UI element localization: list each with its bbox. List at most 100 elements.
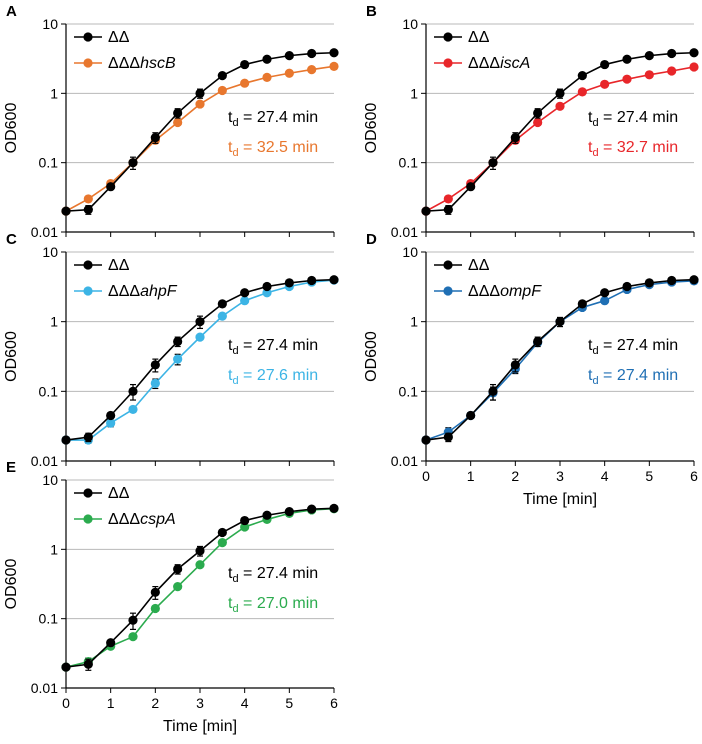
data-point xyxy=(83,194,93,204)
doubling-time: td = 27.4 min xyxy=(228,109,318,129)
series-wt xyxy=(61,503,339,672)
data-point xyxy=(173,564,183,574)
data-point xyxy=(83,205,93,215)
panel-letter: D xyxy=(366,231,377,248)
td-symbol: t xyxy=(588,367,593,384)
data-point xyxy=(195,88,205,98)
legend-marker xyxy=(83,286,93,296)
y-tick-label: 0.01 xyxy=(391,224,418,240)
data-point xyxy=(106,638,116,648)
td-symbol: t xyxy=(588,109,593,126)
data-point xyxy=(555,88,565,98)
data-point xyxy=(510,132,520,143)
x-tick-label: 5 xyxy=(285,695,293,711)
y-tick-label: 10 xyxy=(42,472,58,488)
td-subscript: d xyxy=(592,117,598,129)
x-axis-label: Time [min] xyxy=(523,491,597,508)
y-tick-label: 0.1 xyxy=(39,383,59,399)
data-point xyxy=(284,51,294,61)
y-tick-label: 0.1 xyxy=(399,155,419,171)
legend-marker xyxy=(443,260,453,270)
data-point xyxy=(128,404,138,415)
legend-prefix: ΔΔ xyxy=(108,257,130,274)
data-point xyxy=(106,410,116,421)
legend-label: ΔΔ xyxy=(108,29,130,46)
td-symbol: t xyxy=(588,139,593,156)
td-symbol: t xyxy=(228,595,233,612)
doubling-time: td = 27.4 min xyxy=(228,337,318,357)
series-mutant xyxy=(61,275,339,445)
td-subscript: d xyxy=(592,147,598,159)
data-point xyxy=(217,299,227,309)
panel-letter: E xyxy=(6,459,16,476)
legend-gene: cspA xyxy=(140,511,176,528)
data-point xyxy=(173,336,183,347)
data-point xyxy=(667,275,677,286)
data-point xyxy=(150,603,160,614)
data-point xyxy=(307,504,317,514)
legend-label: ΔΔ xyxy=(468,29,490,46)
td-value: = 27.6 min xyxy=(239,367,319,384)
x-tick-label: 1 xyxy=(107,695,115,711)
legend-marker xyxy=(83,514,93,524)
legend-marker xyxy=(443,286,453,296)
data-point xyxy=(128,632,138,642)
legend-label: ΔΔΔompF xyxy=(468,283,542,300)
data-point xyxy=(240,288,250,298)
data-point xyxy=(329,61,339,71)
data-point xyxy=(150,360,160,370)
y-tick-label: 0.01 xyxy=(391,453,418,469)
data-point xyxy=(240,59,250,70)
doubling-time: td = 32.5 min xyxy=(228,139,318,159)
data-point xyxy=(240,515,250,526)
data-point xyxy=(240,296,250,306)
legend-prefix: ΔΔΔ xyxy=(468,283,500,300)
data-point xyxy=(533,336,543,347)
doubling-time: td = 27.6 min xyxy=(228,367,318,387)
data-point xyxy=(262,72,272,82)
y-tick-label: 1 xyxy=(410,314,418,330)
td-subscript: d xyxy=(232,147,238,159)
data-point xyxy=(466,182,476,192)
legend-label: ΔΔΔiscA xyxy=(468,55,530,72)
data-point xyxy=(61,206,71,216)
panel-letter: B xyxy=(366,3,377,20)
data-point xyxy=(533,108,543,118)
data-point xyxy=(622,281,632,292)
legend-gene: ahpF xyxy=(140,283,178,300)
data-point xyxy=(689,48,699,58)
legend-gene: iscA xyxy=(500,55,530,72)
data-point xyxy=(443,432,453,442)
data-point xyxy=(555,317,565,327)
td-symbol: t xyxy=(588,337,593,354)
data-point xyxy=(195,99,205,109)
data-point xyxy=(262,54,272,64)
data-point xyxy=(577,299,587,309)
data-point xyxy=(307,48,317,59)
data-point xyxy=(106,418,116,428)
y-axis-label: OD600 xyxy=(3,331,20,382)
data-point xyxy=(195,317,205,327)
data-point xyxy=(128,158,138,168)
data-point xyxy=(195,560,205,570)
legend-label: ΔΔ xyxy=(108,257,130,274)
td-symbol: t xyxy=(228,565,233,582)
data-point xyxy=(217,85,227,96)
data-point xyxy=(173,108,183,118)
legend-marker xyxy=(443,32,453,42)
data-point xyxy=(284,68,294,78)
data-point xyxy=(284,507,294,517)
legend-marker xyxy=(83,260,93,270)
x-tick-label: 3 xyxy=(196,695,204,711)
data-point xyxy=(667,48,677,59)
data-point xyxy=(217,527,227,538)
data-point xyxy=(173,117,183,128)
data-point xyxy=(600,288,610,298)
y-axis-label: OD600 xyxy=(3,559,20,610)
y-tick-label: 0.1 xyxy=(39,155,59,171)
y-tick-label: 10 xyxy=(42,16,58,32)
legend-prefix: ΔΔΔ xyxy=(468,55,500,72)
series-wt xyxy=(61,275,339,445)
